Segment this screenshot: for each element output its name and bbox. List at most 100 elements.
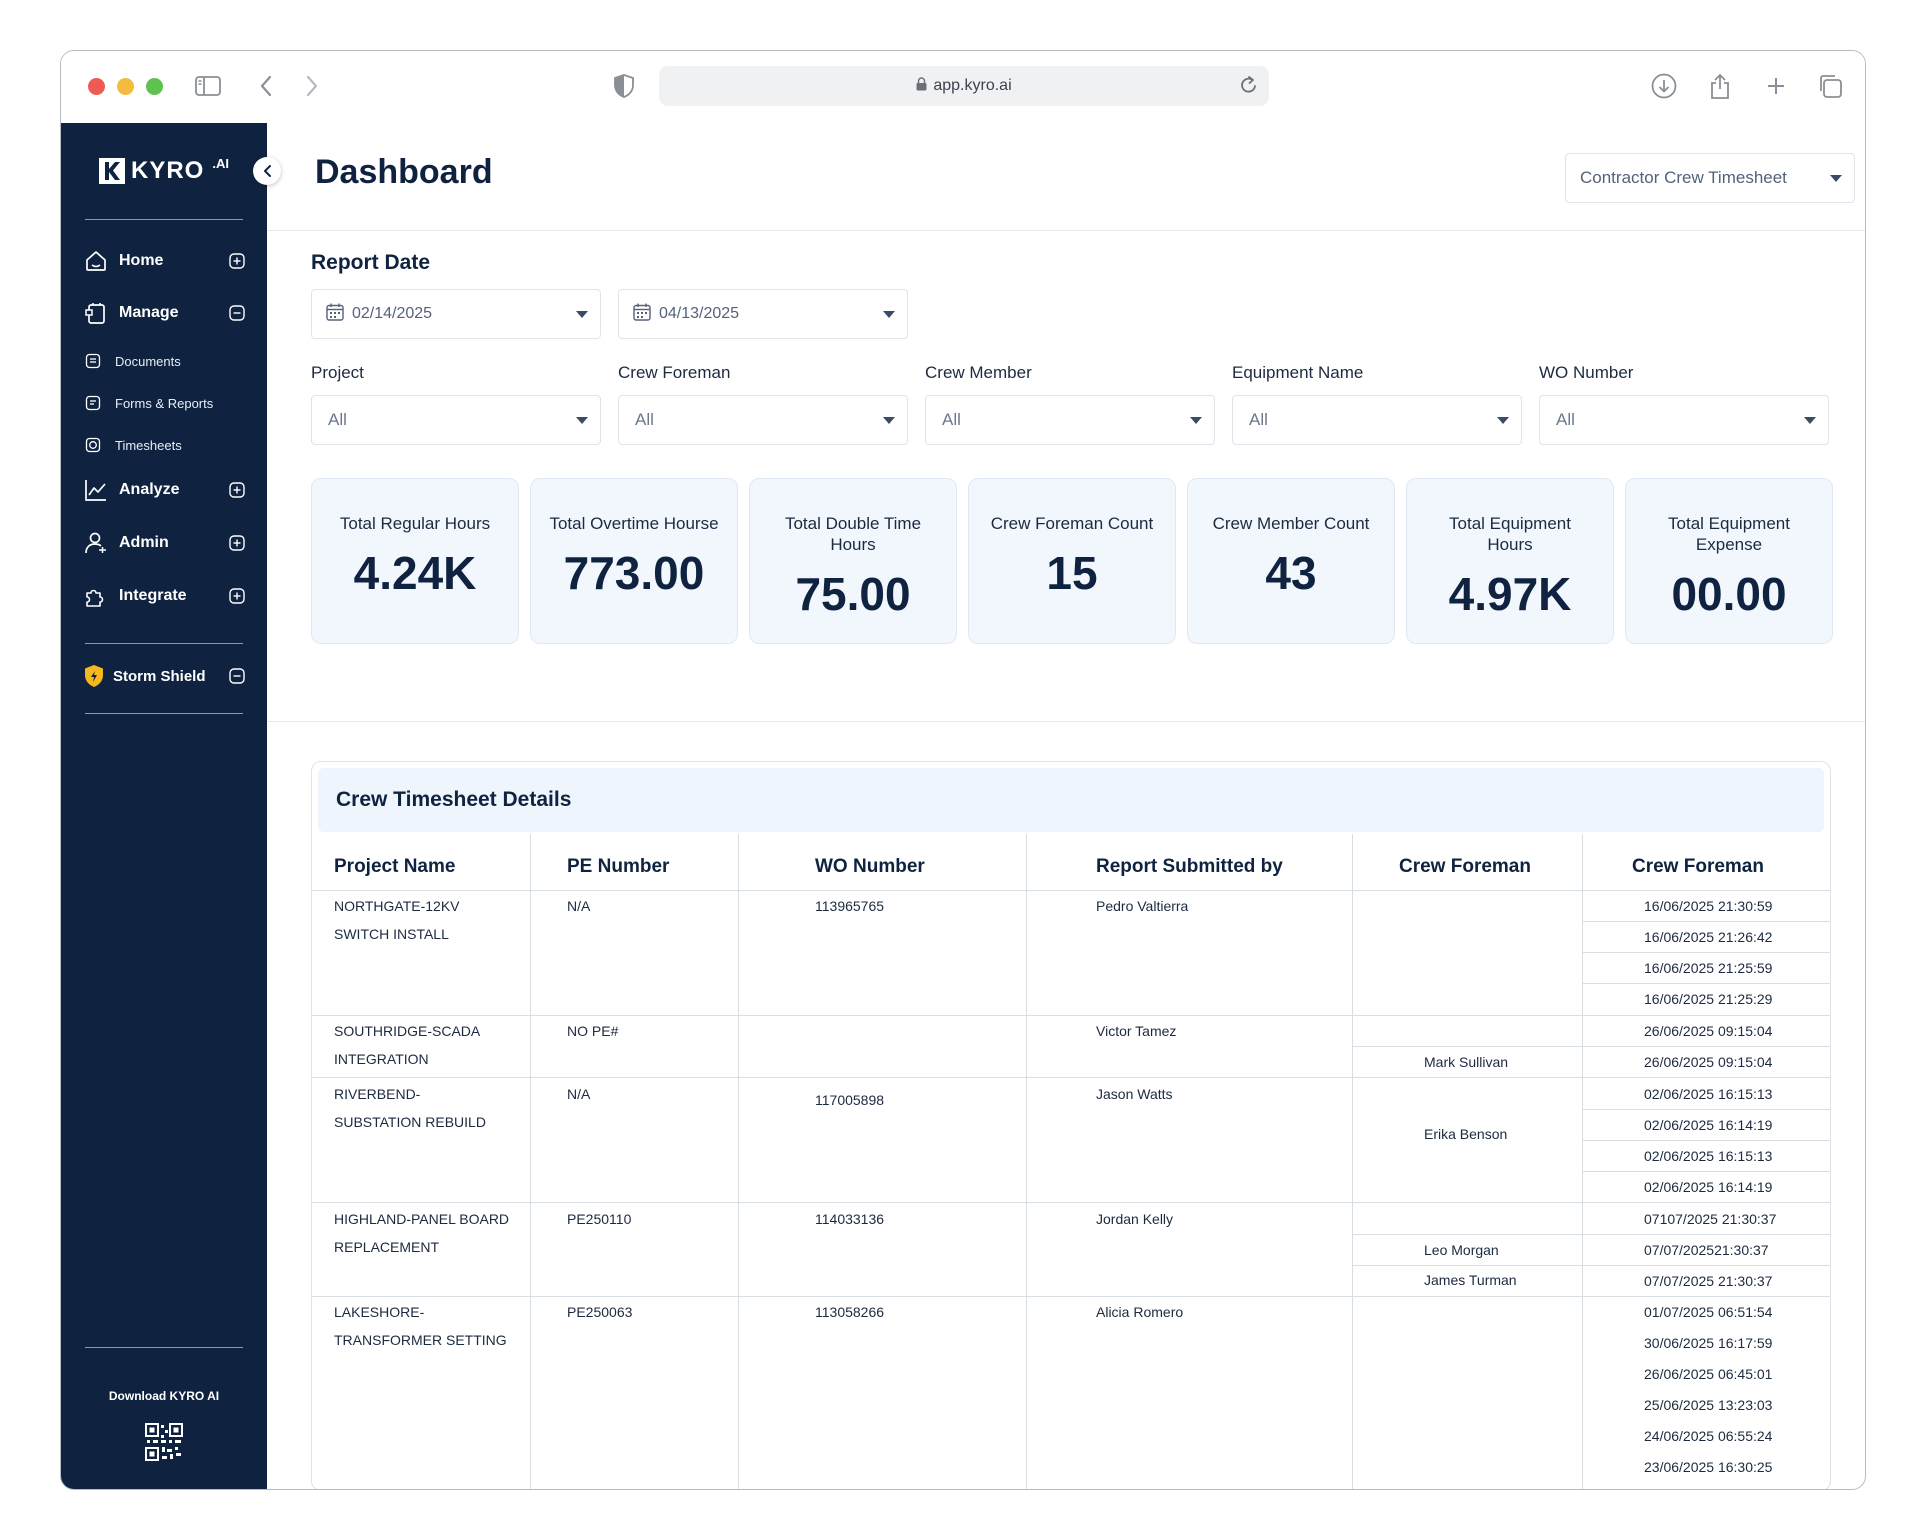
stat-card-total-double-time-hours: Total Double Time Hours 75.00 xyxy=(749,478,957,644)
sidebar-subitem-timesheets[interactable]: Timesheets xyxy=(85,437,182,453)
column-header-crew-foreman-time[interactable]: Crew Foreman xyxy=(1632,856,1764,877)
filter-label-project: Project xyxy=(311,363,364,382)
sidebar-divider xyxy=(85,1347,243,1348)
minimize-window-button[interactable] xyxy=(117,78,134,95)
stat-label: Total Double Time Hours xyxy=(784,514,922,554)
column-header-project-name[interactable]: Project Name xyxy=(334,856,456,877)
kyro-k-logo-icon xyxy=(99,158,125,184)
cell-timestamp: 16/06/2025 21:26:42 xyxy=(1644,929,1773,945)
integrate-puzzle-icon xyxy=(83,583,109,609)
stat-value: 00.00 xyxy=(1671,568,1787,620)
stat-card-crew-member-count: Crew Member Count 43 xyxy=(1187,478,1395,644)
home-icon xyxy=(83,248,109,274)
kyro-logo[interactable]: KYRO .AI xyxy=(99,156,229,185)
row-divider xyxy=(312,1296,1830,1297)
chevron-down-icon xyxy=(1190,417,1202,424)
cell-timestamp: 07107/2025 21:30:37 xyxy=(1644,1211,1777,1227)
expand-plus-icon[interactable] xyxy=(229,588,245,604)
cell-timestamp: 02/06/2025 16:14:19 xyxy=(1644,1117,1773,1133)
cell-timestamp: 01/07/2025 06:51:54 xyxy=(1644,1304,1773,1320)
cell-timestamp: 16/06/2025 21:25:29 xyxy=(1644,991,1773,1007)
address-bar[interactable]: app.kyro.ai xyxy=(659,66,1269,106)
sub-row-divider xyxy=(1582,1140,1830,1141)
stat-card-total-regular-hours: Total Regular Hours 4.24K xyxy=(311,478,519,644)
new-tab-icon[interactable] xyxy=(1761,71,1791,101)
column-header-report-submitted-by[interactable]: Report Submitted by xyxy=(1096,856,1283,877)
section-divider xyxy=(267,721,1865,722)
stat-label: Crew Foreman Count xyxy=(990,514,1154,533)
report-date-label: Report Date xyxy=(311,251,431,274)
close-window-button[interactable] xyxy=(88,78,105,95)
sidebar-divider xyxy=(85,219,243,220)
cell-pe-number: N/A xyxy=(567,1086,591,1102)
calendar-icon xyxy=(633,303,651,326)
reload-icon[interactable] xyxy=(1239,74,1259,101)
cell-crew-foreman: Erika Benson xyxy=(1424,1126,1508,1142)
wo-number-filter-select[interactable]: All xyxy=(1539,395,1829,445)
crew-member-filter-select[interactable]: All xyxy=(925,395,1215,445)
column-header-crew-foreman[interactable]: Crew Foreman xyxy=(1399,856,1531,877)
cell-submitted-by: Jason Watts xyxy=(1096,1086,1173,1102)
cell-timestamp: 23/06/2025 16:30:25 xyxy=(1644,1459,1773,1475)
filter-value: All xyxy=(328,410,347,429)
sidebar: KYRO .AI Home Manage xyxy=(61,123,281,1489)
project-line-2: TRANSFORMER SETTING xyxy=(334,1332,507,1348)
share-icon[interactable] xyxy=(1705,71,1735,101)
project-line-1: HIGHLAND-PANEL BOARD xyxy=(334,1211,510,1227)
chevron-down-icon xyxy=(1497,417,1509,424)
sidebar-item-analyze[interactable]: Analyze xyxy=(83,477,245,503)
sidebar-item-integrate[interactable]: Integrate xyxy=(83,583,245,609)
tab-overview-icon[interactable] xyxy=(1815,71,1845,101)
cell-crew-foreman: James Turman xyxy=(1424,1272,1517,1288)
collapse-sidebar-button[interactable] xyxy=(253,157,281,185)
stat-value: 75.00 xyxy=(795,568,911,620)
project-line-1: RIVERBEND- xyxy=(334,1086,421,1102)
sidebar-divider xyxy=(85,713,243,714)
stat-label: Total Equipment Hours xyxy=(1449,514,1571,554)
browser-toolbar: app.kyro.ai xyxy=(61,51,1865,123)
expand-plus-icon[interactable] xyxy=(229,253,245,269)
expand-plus-icon[interactable] xyxy=(229,482,245,498)
date-from-field[interactable]: 02/14/2025 xyxy=(311,289,601,339)
expand-plus-icon[interactable] xyxy=(229,535,245,551)
back-icon[interactable] xyxy=(251,71,281,101)
sub-row-divider xyxy=(1582,1171,1830,1172)
filter-label-crew-foreman: Crew Foreman xyxy=(618,363,731,382)
project-filter-select[interactable]: All xyxy=(311,395,601,445)
date-to-field[interactable]: 04/13/2025 xyxy=(618,289,908,339)
column-header-pe-number[interactable]: PE Number xyxy=(567,856,670,877)
stat-label: Total Overtime Hourse xyxy=(549,514,719,533)
shield-privacy-icon[interactable] xyxy=(609,71,639,101)
sidebar-item-admin[interactable]: Admin xyxy=(83,530,245,556)
table-title: Crew Timesheet Details xyxy=(336,788,572,811)
crew-foreman-filter-select[interactable]: All xyxy=(618,395,908,445)
sidebar-subitem-documents[interactable]: Documents xyxy=(85,353,181,369)
maximize-window-button[interactable] xyxy=(146,78,163,95)
sidebar-toggle-icon[interactable] xyxy=(193,71,223,101)
cell-timestamp: 26/06/2025 09:15:04 xyxy=(1644,1023,1773,1039)
sidebar-item-manage[interactable]: Manage xyxy=(83,300,245,326)
crew-timesheet-table-card: Crew Timesheet Details Project Name PE N… xyxy=(311,761,1831,1489)
column-divider xyxy=(1026,834,1027,1489)
column-header-wo-number[interactable]: WO Number xyxy=(815,856,925,877)
cell-project-name: SOUTHRIDGE-SCADA INTEGRATION xyxy=(334,1017,480,1073)
equipment-name-filter-select[interactable]: All xyxy=(1232,395,1522,445)
collapse-minus-icon[interactable] xyxy=(229,305,245,321)
report-type-select[interactable]: Contractor Crew Timesheet xyxy=(1565,153,1855,203)
collapse-minus-icon[interactable] xyxy=(229,668,245,684)
sub-row-divider xyxy=(1582,952,1830,953)
chevron-down-icon xyxy=(1830,175,1842,182)
chevron-down-icon xyxy=(883,417,895,424)
page-title: Dashboard xyxy=(315,153,493,191)
cell-pe-number: PE250063 xyxy=(567,1304,633,1320)
qr-code-icon[interactable] xyxy=(145,1423,183,1466)
url-text: app.kyro.ai xyxy=(933,77,1012,94)
stat-label: Total Equipment Expense xyxy=(1668,514,1790,554)
admin-user-icon xyxy=(83,530,109,556)
sidebar-subitem-forms-reports[interactable]: Forms & Reports xyxy=(85,395,213,411)
download-icon[interactable] xyxy=(1649,71,1679,101)
chevron-down-icon xyxy=(576,311,588,318)
forward-icon[interactable] xyxy=(297,71,327,101)
sidebar-item-storm-shield[interactable]: Storm Shield xyxy=(83,663,245,689)
sidebar-item-home[interactable]: Home xyxy=(83,248,245,274)
